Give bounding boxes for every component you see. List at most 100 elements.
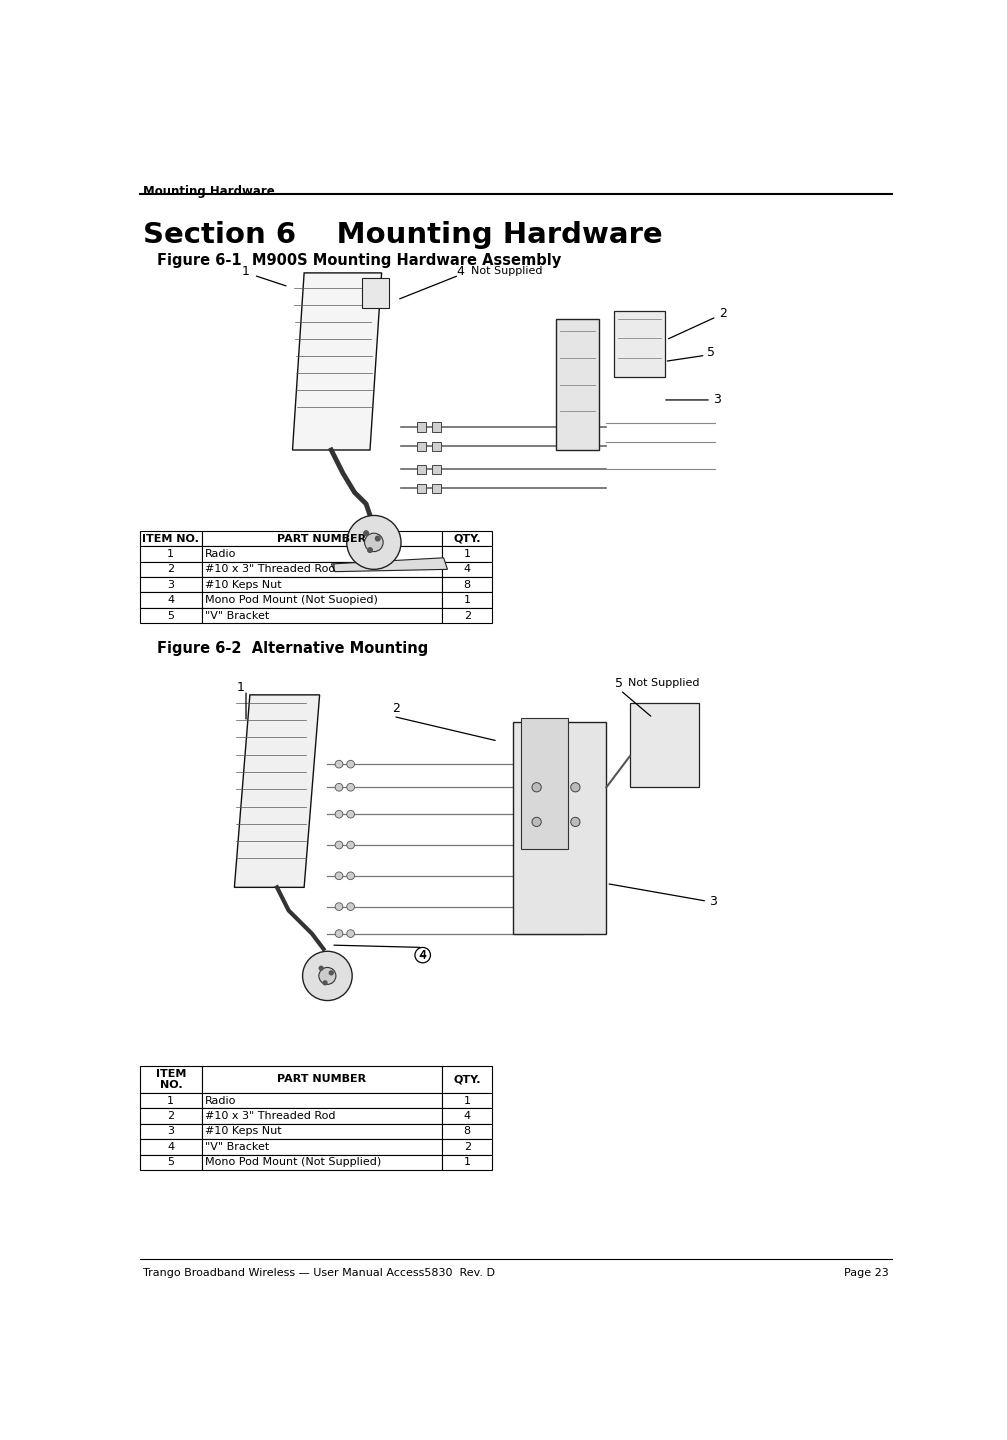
Circle shape: [532, 783, 542, 792]
Circle shape: [571, 818, 580, 827]
Text: 4: 4: [167, 595, 174, 605]
Text: 5: 5: [707, 346, 715, 359]
Bar: [140, 1139, 201, 1155]
Text: 3: 3: [709, 894, 717, 907]
Text: #10 Keps Nut: #10 Keps Nut: [205, 1126, 282, 1136]
Bar: [417, 442, 426, 451]
Text: Radio: Radio: [205, 1096, 237, 1106]
Text: 8: 8: [463, 580, 471, 590]
Text: #10 x 3" Threaded Rod: #10 x 3" Threaded Rod: [205, 1112, 335, 1122]
Circle shape: [364, 531, 369, 536]
Bar: [201, 1093, 442, 1109]
Text: Section 6    Mounting Hardware: Section 6 Mounting Hardware: [143, 220, 663, 249]
Circle shape: [346, 516, 401, 569]
Polygon shape: [292, 274, 382, 449]
Text: 4: 4: [419, 949, 427, 962]
Text: 2: 2: [392, 703, 400, 716]
Bar: [432, 422, 441, 432]
Bar: [201, 1123, 442, 1139]
Text: Radio: Radio: [205, 549, 237, 559]
Circle shape: [368, 547, 373, 553]
Text: #10 Keps Nut: #10 Keps Nut: [205, 580, 282, 590]
Text: 4: 4: [463, 564, 471, 575]
Bar: [442, 1109, 492, 1123]
Text: 3: 3: [713, 393, 721, 406]
Text: 1: 1: [464, 549, 470, 559]
Bar: [432, 484, 441, 492]
Text: 2: 2: [719, 307, 727, 320]
Circle shape: [335, 783, 342, 791]
Bar: [442, 577, 492, 592]
Circle shape: [302, 952, 352, 1001]
Circle shape: [319, 966, 323, 971]
Circle shape: [346, 873, 354, 880]
Bar: [442, 546, 492, 562]
Text: "V" Bracket: "V" Bracket: [205, 611, 269, 621]
Circle shape: [415, 948, 430, 963]
Text: #10 x 3" Threaded Rod: #10 x 3" Threaded Rod: [205, 564, 335, 575]
Bar: [442, 1123, 492, 1139]
Text: 1: 1: [167, 549, 174, 559]
Text: PART NUMBER: PART NUMBER: [277, 534, 367, 543]
Circle shape: [335, 873, 342, 880]
Text: 1: 1: [464, 1096, 470, 1106]
Bar: [201, 577, 442, 592]
Text: 3: 3: [167, 1126, 174, 1136]
Circle shape: [323, 981, 327, 985]
Polygon shape: [235, 696, 319, 887]
Bar: [140, 531, 201, 546]
Text: Not Supplied: Not Supplied: [470, 266, 542, 276]
Bar: [140, 1109, 201, 1123]
Bar: [442, 1155, 492, 1169]
Text: PART NUMBER: PART NUMBER: [277, 1074, 367, 1084]
Circle shape: [346, 811, 354, 818]
Bar: [149, 258, 870, 520]
Text: 5: 5: [167, 1158, 174, 1168]
Text: 4: 4: [419, 950, 426, 960]
Bar: [442, 1093, 492, 1109]
Bar: [201, 1109, 442, 1123]
Text: 4: 4: [463, 1112, 471, 1122]
Circle shape: [376, 536, 380, 541]
Bar: [201, 1155, 442, 1169]
Text: 2: 2: [463, 611, 471, 621]
Text: Figure 6-2  Alternative Mounting: Figure 6-2 Alternative Mounting: [157, 641, 428, 657]
Bar: [432, 442, 441, 451]
Bar: [140, 592, 201, 608]
FancyBboxPatch shape: [514, 721, 606, 933]
FancyBboxPatch shape: [522, 719, 568, 848]
Text: 1: 1: [242, 265, 250, 278]
FancyBboxPatch shape: [614, 311, 665, 377]
Text: Mono Pod Mount (Not Suopied): Mono Pod Mount (Not Suopied): [205, 595, 378, 605]
Text: 1: 1: [237, 681, 245, 694]
Text: 3: 3: [167, 580, 174, 590]
Bar: [201, 592, 442, 608]
Circle shape: [346, 783, 354, 791]
Text: 5: 5: [167, 611, 174, 621]
Bar: [432, 465, 441, 474]
Text: 1: 1: [464, 1158, 470, 1168]
Bar: [417, 422, 426, 432]
Bar: [201, 562, 442, 577]
Text: QTY.: QTY.: [453, 1074, 481, 1084]
Bar: [201, 1066, 442, 1093]
Bar: [140, 1066, 201, 1093]
Circle shape: [571, 783, 580, 792]
Text: Not Supplied: Not Supplied: [628, 678, 700, 688]
Circle shape: [329, 971, 333, 975]
Bar: [442, 1066, 492, 1093]
Text: Page 23: Page 23: [845, 1267, 889, 1277]
Bar: [140, 608, 201, 624]
Text: Mounting Hardware: Mounting Hardware: [143, 186, 275, 199]
Bar: [140, 562, 201, 577]
Text: 5: 5: [615, 677, 622, 690]
Bar: [201, 1139, 442, 1155]
Text: 1: 1: [464, 595, 470, 605]
Bar: [442, 1139, 492, 1155]
Bar: [442, 592, 492, 608]
Circle shape: [346, 841, 354, 848]
Text: Mono Pod Mount (Not Supplied): Mono Pod Mount (Not Supplied): [205, 1158, 382, 1168]
Bar: [201, 531, 442, 546]
Bar: [201, 608, 442, 624]
Circle shape: [346, 930, 354, 937]
